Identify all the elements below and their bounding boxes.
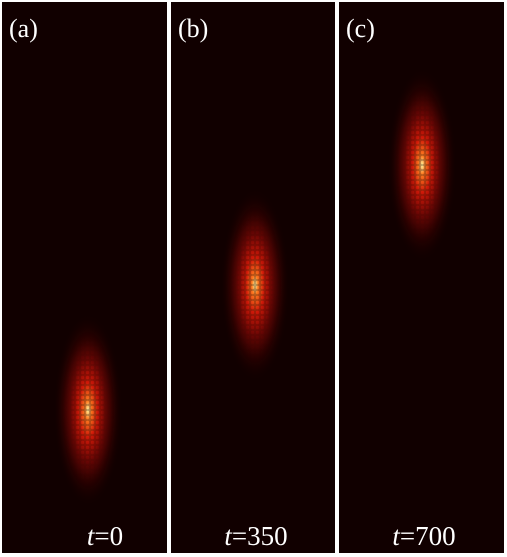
panels: (a)t=0(b)t=350(c)t=700 [2,2,504,553]
time-symbol: t [392,521,401,551]
time-value: =700 [400,521,456,551]
wavepacket [396,87,448,243]
panel-label: (c) [346,14,375,43]
panel: (c) t=700 [339,2,504,553]
panel: (b) t=350 [171,2,335,553]
time-symbol: t [224,521,233,551]
time-symbol: t [87,521,96,551]
time-value: =350 [232,521,288,551]
time-label: t=350 [224,521,287,551]
time-value: =0 [94,521,123,551]
time-label: t=0 [87,521,123,551]
panel-label: (a) [9,14,38,43]
time-label: t=700 [392,521,455,551]
wavepacket [62,332,114,488]
wavepacket [229,207,281,363]
panel: (a) t=0 [2,2,167,553]
panel-label: (b) [178,14,208,43]
